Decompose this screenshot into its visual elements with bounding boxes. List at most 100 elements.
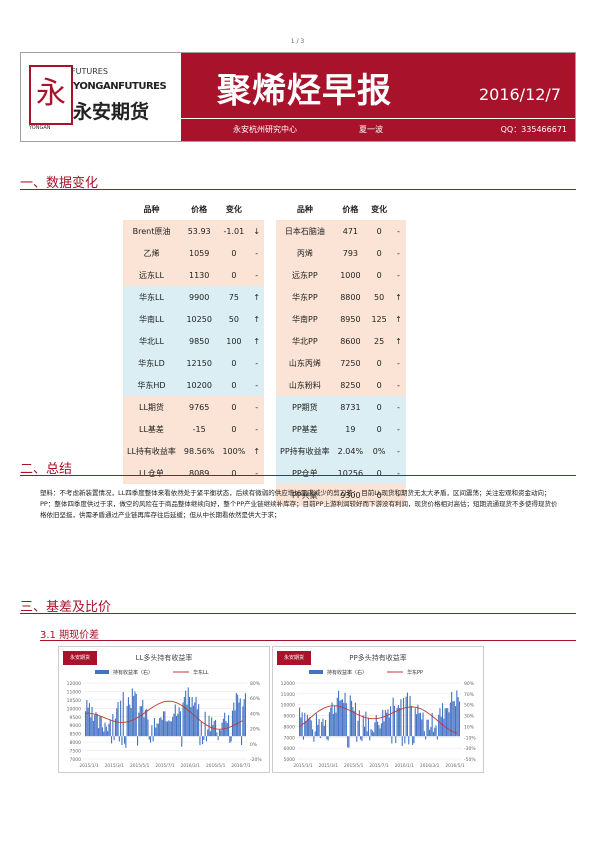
bar xyxy=(353,710,355,737)
bar xyxy=(183,696,185,737)
cell-change: 0 xyxy=(376,248,382,258)
report-title: 聚烯烃早报 xyxy=(217,71,392,111)
company-logo: 永 FUTURES YONGANFUTURES 永安期货 YONGAN xyxy=(21,53,181,141)
bar xyxy=(111,736,113,744)
bar xyxy=(323,725,325,737)
cell-arrow: - xyxy=(255,270,259,280)
bar xyxy=(88,703,90,737)
bar xyxy=(383,721,385,737)
bar xyxy=(422,712,424,737)
table-row: 远东LL 1130 0 - xyxy=(123,264,265,286)
bar xyxy=(105,726,107,737)
bar xyxy=(157,723,159,737)
bar xyxy=(190,707,192,737)
col-header-price: 价格 xyxy=(333,198,368,220)
cell-change: 125 xyxy=(371,314,387,324)
x-tick: 2016/1/1 xyxy=(395,763,415,769)
bar xyxy=(380,723,382,737)
x-tick: 2016/7/1 xyxy=(231,763,251,769)
bar xyxy=(135,693,137,737)
bar xyxy=(207,729,209,737)
bar xyxy=(325,720,327,737)
bar xyxy=(373,732,375,737)
bar xyxy=(397,705,399,737)
cell-arrow: - xyxy=(255,248,259,258)
cell-price: 7250 xyxy=(340,358,361,368)
bar xyxy=(169,721,171,737)
cell-change: 50 xyxy=(228,314,239,324)
bar xyxy=(313,736,315,742)
bar xyxy=(408,736,410,745)
cell-arrow: - xyxy=(397,446,400,456)
bar xyxy=(168,720,170,737)
table-row: PP共聚 9300 0 - xyxy=(276,484,406,506)
y-tick-left: 9500 xyxy=(70,715,82,721)
bar xyxy=(356,736,358,742)
bar xyxy=(366,731,368,737)
table-row: 山东粉料 8250 0 - xyxy=(276,374,406,396)
y-tick-left: 11000 xyxy=(281,692,295,698)
cell-name: 日本石脑油 xyxy=(284,226,325,236)
cell-name: PP持有收益率 xyxy=(280,446,330,456)
col-header-change: 变化 xyxy=(367,198,392,220)
bar xyxy=(104,722,106,737)
author-name: 夏一波 xyxy=(359,125,383,134)
bar xyxy=(139,706,141,737)
y-tick-right: 50% xyxy=(464,703,475,709)
cell-name: 华南LL xyxy=(139,314,164,324)
cell-price: 53.93 xyxy=(187,226,211,236)
price-table-right: 品种 价格 变化 日本石脑油 471 0 - 丙烯 793 0 - 远东PP 1000 0 - 华东PP… xyxy=(276,198,406,506)
bar xyxy=(344,692,346,737)
bar xyxy=(379,728,381,737)
bar xyxy=(146,708,148,737)
cell-arrow: - xyxy=(397,490,400,500)
bar xyxy=(153,718,155,737)
cell-arrow: ↑ xyxy=(395,336,402,346)
cell-arrow: - xyxy=(255,402,259,412)
bar xyxy=(203,736,205,740)
summary-paragraph-pp: PP：整体四季度供过于求，做空的风险在于商品整体继续向好，整个PP产业链继续补库… xyxy=(40,500,558,519)
bar xyxy=(108,723,110,737)
bar xyxy=(423,731,425,737)
bar xyxy=(100,716,102,737)
chart-title: PP多头持有收益率 xyxy=(349,654,407,662)
legend-label: 华东LL xyxy=(193,669,209,676)
bar xyxy=(410,705,412,737)
col-header-name: 品种 xyxy=(276,198,334,220)
bar xyxy=(315,713,317,737)
bar xyxy=(341,699,343,737)
y-tick-left: 8000 xyxy=(284,724,296,730)
y-tick-right: 30% xyxy=(464,714,475,720)
bar xyxy=(413,736,415,744)
section-title-data: 一、数据变化 xyxy=(20,176,99,191)
legend-label: 华东PP xyxy=(407,669,423,676)
bar xyxy=(456,690,458,737)
table-row: LL基差 -15 0 - xyxy=(123,418,265,440)
bar xyxy=(216,732,218,737)
cell-arrow: - xyxy=(397,248,400,258)
cell-name: LL持有收益率 xyxy=(127,446,176,456)
logo-english-name: YONGANFUTURES xyxy=(73,81,167,92)
cell-change: 0 xyxy=(231,424,237,434)
bar xyxy=(126,705,128,737)
bar xyxy=(215,719,217,737)
bar xyxy=(319,736,321,739)
bar xyxy=(336,697,338,737)
bar xyxy=(354,702,356,737)
col-header-change: 变化 xyxy=(218,198,250,220)
cell-change: 0 xyxy=(231,380,237,390)
bar xyxy=(345,703,347,737)
bar xyxy=(351,700,353,737)
bar xyxy=(113,736,115,741)
cell-name: Brent原油 xyxy=(132,226,171,236)
cell-price: 8950 xyxy=(340,314,361,324)
cell-change: 0 xyxy=(376,468,382,478)
bar xyxy=(386,712,388,737)
bar xyxy=(150,736,152,743)
x-tick: 2016/3/1 xyxy=(181,763,201,769)
title-banner: 聚烯烃早报 2016/12/7 xyxy=(181,53,575,118)
y-tick-right: -10% xyxy=(464,735,476,741)
info-bar: 永安杭州研究中心 夏一波 QQ：335466671 xyxy=(181,118,575,141)
cell-name: 山东丙烯 xyxy=(288,358,321,368)
table-row: PP基差 19 0 - xyxy=(276,418,406,440)
